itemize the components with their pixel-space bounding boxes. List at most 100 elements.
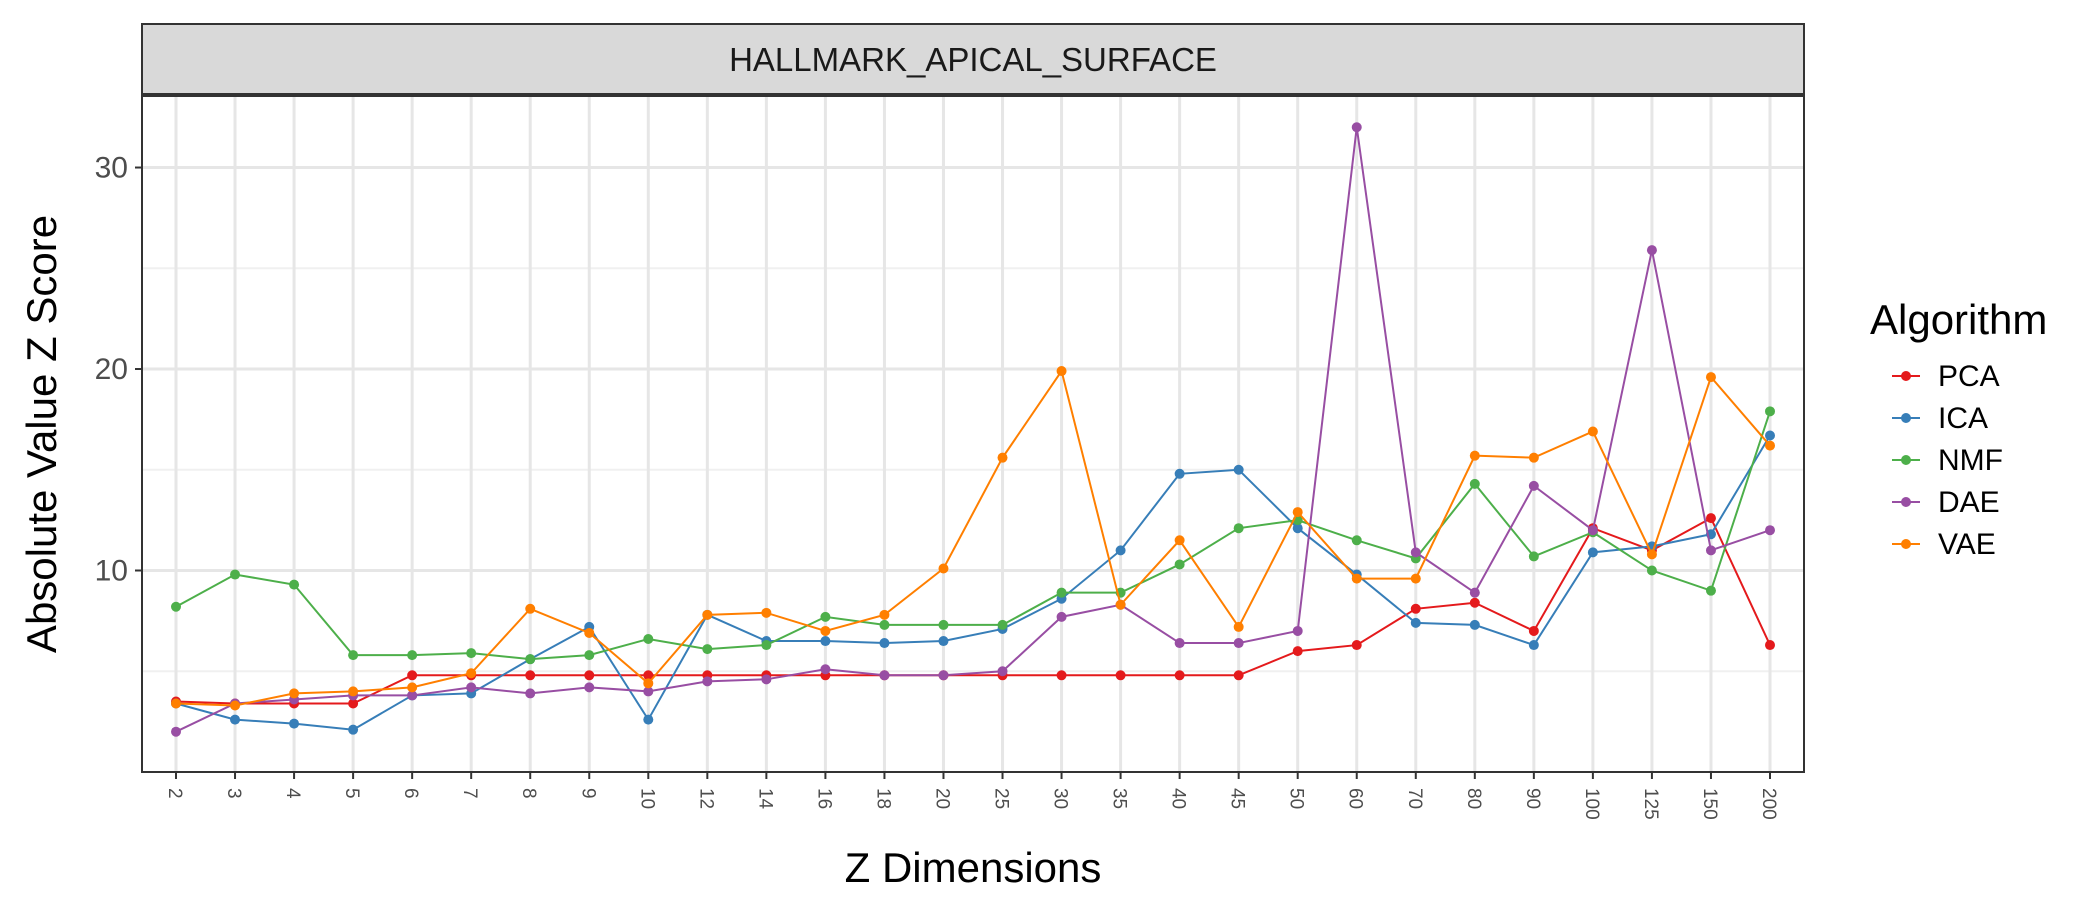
legend-key-point [1901, 539, 1911, 549]
x-tick-label: 70 [1404, 788, 1425, 809]
x-tick-label: 8 [518, 788, 539, 799]
data-point-dae [1410, 547, 1421, 558]
data-point-vae [230, 700, 241, 711]
x-tick-label: 2 [164, 788, 185, 799]
data-point-ica [1174, 468, 1185, 479]
data-point-vae [1705, 372, 1716, 383]
data-point-dae [407, 690, 418, 701]
y-axis-title: Absolute Value Z Score [18, 215, 65, 653]
x-tick-label: 18 [872, 788, 893, 809]
x-tick-label: 200 [1758, 788, 1779, 820]
y-axis: 10 20 30 [95, 152, 142, 588]
data-point-pca [1765, 640, 1775, 651]
facet-strip [141, 23, 1805, 95]
data-point-pca [1115, 670, 1126, 681]
data-point-nmf [348, 650, 359, 661]
legend-label: VAE [1938, 528, 1996, 561]
legend-title: Algorithm [1870, 296, 2047, 343]
legend-key-point [1901, 371, 1911, 381]
data-point-dae [466, 682, 477, 693]
data-point-pca [407, 670, 418, 681]
legend-label: PCA [1938, 360, 2000, 393]
legend-item-vae: VAE [1892, 528, 1996, 561]
data-point-dae [1646, 245, 1657, 256]
data-point-vae [997, 452, 1008, 463]
data-point-nmf [1351, 535, 1362, 546]
data-point-dae [643, 686, 654, 697]
x-tick-label: 25 [991, 788, 1012, 809]
data-point-dae [938, 670, 949, 681]
data-point-dae [1469, 587, 1480, 598]
x-tick-label: 150 [1699, 788, 1720, 820]
series-line-nmf [175, 411, 1771, 661]
data-point-vae [1174, 535, 1185, 546]
x-tick-label: 6 [400, 788, 421, 799]
data-point-nmf [1765, 406, 1775, 417]
legend: Algorithm PCA ICA NMF DAE VAE [1870, 296, 2047, 561]
legend-items: PCA ICA NMF DAE VAE [1892, 360, 2003, 561]
data-point-nmf [171, 601, 181, 612]
series-vae [171, 366, 1775, 711]
data-point-ica [643, 714, 654, 725]
data-point-vae [1056, 366, 1067, 377]
data-point-pca [1528, 625, 1539, 636]
data-point-pca [1056, 670, 1067, 681]
data-point-nmf [1174, 559, 1185, 570]
data-point-dae [525, 688, 536, 699]
data-point-dae [584, 682, 595, 693]
data-point-vae [643, 678, 654, 689]
data-point-vae [879, 609, 890, 620]
data-point-nmf [820, 611, 831, 622]
data-point-ica [1765, 430, 1775, 441]
data-point-dae [879, 670, 890, 681]
data-point-nmf [643, 634, 654, 645]
data-point-vae [407, 682, 418, 693]
plot-panel [142, 97, 1804, 772]
legend-label: DAE [1938, 486, 2000, 519]
series-line-vae [175, 368, 1771, 707]
data-point-pca [525, 670, 536, 681]
data-point-vae [1587, 426, 1598, 437]
data-point-nmf [1233, 523, 1244, 534]
data-point-pca [1410, 603, 1421, 614]
data-point-vae [1115, 599, 1126, 610]
x-tick-label: 16 [813, 788, 834, 809]
data-point-pca [1292, 646, 1303, 657]
legend-key-point [1901, 413, 1911, 423]
plot-border [141, 23, 1805, 773]
data-point-dae [1292, 625, 1303, 636]
data-point-dae [1056, 611, 1067, 622]
data-point-ica [1115, 545, 1126, 556]
x-axis-title: Z Dimensions [845, 844, 1102, 891]
data-point-dae [1233, 638, 1244, 649]
y-tick-label: 20 [95, 353, 128, 386]
data-point-dae [1528, 480, 1539, 491]
x-tick-label: 9 [577, 788, 598, 799]
data-point-pca [1233, 670, 1244, 681]
x-tick-label: 80 [1463, 788, 1484, 809]
legend-item-dae: DAE [1892, 486, 2000, 519]
data-point-pca [1469, 597, 1480, 608]
facet-title: HALLMARK_APICAL_SURFACE [729, 41, 1217, 78]
x-tick-label: 125 [1640, 788, 1661, 820]
x-tick-label: 4 [282, 788, 303, 799]
data-point-nmf [1469, 478, 1480, 489]
data-point-dae [1587, 525, 1598, 536]
x-tick-label: 3 [223, 788, 244, 799]
x-axis: 2 3 4 5 6 7 8 9 10 12 14 16 18 20 25 30 35 40 45 50 60 70 80 90… [164, 772, 1779, 820]
data-point-ica [1469, 619, 1480, 630]
data-point-nmf [1528, 551, 1539, 562]
data-point-vae [289, 688, 300, 699]
data-point-ica [938, 636, 949, 647]
data-point-ica [289, 718, 300, 729]
legend-item-nmf: NMF [1892, 444, 2003, 477]
data-point-nmf [1056, 587, 1067, 598]
legend-key-point [1901, 455, 1911, 465]
data-point-dae [1705, 545, 1716, 556]
data-point-nmf [525, 654, 536, 665]
data-point-nmf [466, 648, 477, 659]
data-point-nmf [997, 619, 1008, 630]
data-point-nmf [1646, 565, 1657, 576]
